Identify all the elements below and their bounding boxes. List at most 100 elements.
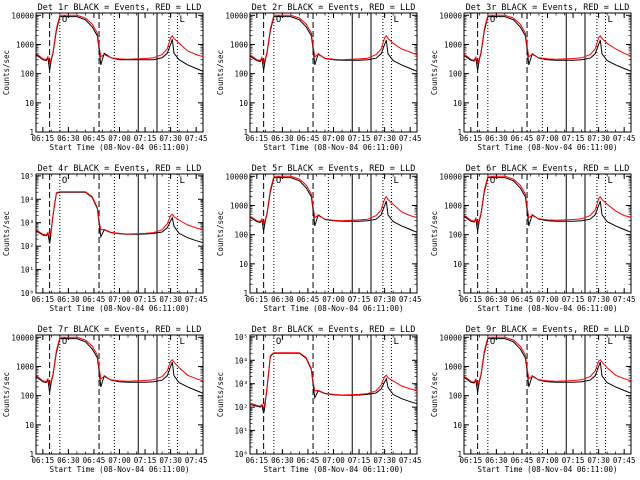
x-tick-label: 06:15 xyxy=(32,134,55,143)
x-tick-label: 07:30 xyxy=(159,456,182,465)
y-axis-label: Counts/sec xyxy=(2,50,11,95)
y-tick-label: 100 xyxy=(20,70,34,79)
marker-label: L xyxy=(607,337,612,347)
x-tick-label: 06:30 xyxy=(57,134,80,143)
x-axis-label: Start Time (08-Nov-04 06:11:00) xyxy=(478,465,618,474)
series-line-lld xyxy=(250,352,417,410)
y-tick-label: 1000 xyxy=(16,40,35,49)
y-tick-label: 10³ xyxy=(20,219,34,228)
detector-panel-8: Det 8r BLACK = Events, RED = LLD 10⁰ 10¹ 10… xyxy=(216,325,421,474)
y-tick-label: 100 xyxy=(20,392,34,401)
x-tick-label: 07:30 xyxy=(587,295,610,304)
x-tick-label: 07:45 xyxy=(613,134,636,143)
y-axis-label: Counts/sec xyxy=(216,50,225,95)
x-tick-label: 07:45 xyxy=(399,134,422,143)
x-tick-label: 06:30 xyxy=(57,295,80,304)
y-tick-label: 1 xyxy=(29,128,34,137)
y-tick-label: 10000 xyxy=(439,333,462,342)
x-tick-label: 06:30 xyxy=(271,456,294,465)
panel-title: Det 2r BLACK = Events, RED = LLD xyxy=(252,3,416,13)
panel-title: Det 3r BLACK = Events, RED = LLD xyxy=(466,3,630,13)
x-tick-label: 06:15 xyxy=(460,295,483,304)
x-tick-label: 07:45 xyxy=(185,456,208,465)
x-tick-label: 06:15 xyxy=(246,295,269,304)
x-tick-label: 07:15 xyxy=(562,295,585,304)
x-tick-label: 07:30 xyxy=(587,456,610,465)
panel-title: Det 5r BLACK = Events, RED = LLD xyxy=(252,164,416,174)
y-tick-label: 1 xyxy=(457,128,462,137)
x-tick-label: 07:00 xyxy=(322,134,345,143)
x-tick-label: 07:30 xyxy=(159,134,182,143)
series-line-events xyxy=(464,177,631,233)
marker-label: L xyxy=(393,15,398,25)
y-tick-label: 10000 xyxy=(11,11,34,20)
x-tick-label: 06:45 xyxy=(83,134,106,143)
x-axis-label: Start Time (08-Nov-04 06:11:00) xyxy=(50,465,190,474)
x-axis-label: Start Time (08-Nov-04 06:11:00) xyxy=(50,304,190,313)
y-tick-label: 10000 xyxy=(225,11,248,20)
series-line-events xyxy=(250,352,417,414)
y-tick-label: 1 xyxy=(243,128,248,137)
detector-panel-9: Det 9r BLACK = Events, RED = LLD 1 10 100 10… xyxy=(430,325,635,474)
y-tick-label: 100 xyxy=(234,70,248,79)
y-tick-label: 10⁵ xyxy=(234,333,248,342)
marker-label: O xyxy=(62,15,67,25)
series-line-events xyxy=(250,177,417,233)
x-tick-label: 07:15 xyxy=(134,134,157,143)
x-tick-label: 07:45 xyxy=(185,295,208,304)
x-axis-label: Start Time (08-Nov-04 06:11:00) xyxy=(264,143,404,152)
x-tick-label: 07:00 xyxy=(108,295,131,304)
series-line-lld xyxy=(36,336,203,388)
x-axis-label: Start Time (08-Nov-04 06:11:00) xyxy=(264,304,404,313)
y-tick-label: 1000 xyxy=(444,201,463,210)
series-line-events xyxy=(36,16,203,72)
y-tick-label: 10000 xyxy=(439,172,462,181)
marker-label: L xyxy=(179,176,184,186)
y-tick-label: 10³ xyxy=(234,380,248,389)
marker-label: L xyxy=(607,176,612,186)
x-tick-label: 06:30 xyxy=(57,456,80,465)
x-tick-label: 07:30 xyxy=(159,295,182,304)
detector-panel-1: Det 1r BLACK = Events, RED = LLD 1 10 100 10… xyxy=(2,3,207,152)
x-tick-label: 06:30 xyxy=(485,295,508,304)
series-line-lld xyxy=(464,14,631,66)
panel-title: Det 7r BLACK = Events, RED = LLD xyxy=(38,325,202,335)
x-tick-label: 07:15 xyxy=(562,456,585,465)
y-tick-label: 10⁰ xyxy=(20,289,34,298)
x-tick-label: 06:45 xyxy=(297,456,320,465)
x-tick-label: 06:15 xyxy=(32,295,55,304)
y-tick-label: 10 xyxy=(453,260,463,269)
y-axis-label: Counts/sec xyxy=(2,372,11,417)
detector-panel-4: Det 4r BLACK = Events, RED = LLD 10⁰ 10¹ 10… xyxy=(2,164,207,313)
x-tick-label: 07:00 xyxy=(536,295,559,304)
x-tick-label: 07:00 xyxy=(322,295,345,304)
y-tick-label: 1000 xyxy=(230,40,249,49)
y-axis-label: Counts/sec xyxy=(430,50,439,95)
y-tick-label: 10 xyxy=(239,260,249,269)
y-tick-label: 10 xyxy=(25,99,35,108)
x-tick-label: 07:45 xyxy=(613,295,636,304)
x-tick-label: 06:15 xyxy=(460,456,483,465)
x-tick-label: 07:15 xyxy=(348,456,371,465)
y-tick-label: 10¹ xyxy=(234,427,248,436)
y-tick-label: 10⁴ xyxy=(234,356,248,365)
detector-panel-6: Det 6r BLACK = Events, RED = LLD 1 10 100 10… xyxy=(430,164,635,313)
marker-label: O xyxy=(276,15,281,25)
y-axis-label: Counts/sec xyxy=(216,372,225,417)
x-tick-label: 07:00 xyxy=(108,134,131,143)
marker-label: O xyxy=(62,176,67,186)
y-tick-label: 10000 xyxy=(225,172,248,181)
x-tick-label: 06:15 xyxy=(246,456,269,465)
series-line-events xyxy=(36,338,203,394)
series-line-events xyxy=(36,191,203,244)
x-axis-label: Start Time (08-Nov-04 06:11:00) xyxy=(478,143,618,152)
panel-title: Det 4r BLACK = Events, RED = LLD xyxy=(38,164,202,174)
x-tick-label: 07:45 xyxy=(399,295,422,304)
y-tick-label: 10 xyxy=(453,421,463,430)
series-line-events xyxy=(464,16,631,72)
panel-title: Det 8r BLACK = Events, RED = LLD xyxy=(252,325,416,335)
y-tick-label: 10 xyxy=(239,99,249,108)
y-tick-label: 1000 xyxy=(444,40,463,49)
y-tick-label: 100 xyxy=(448,70,462,79)
